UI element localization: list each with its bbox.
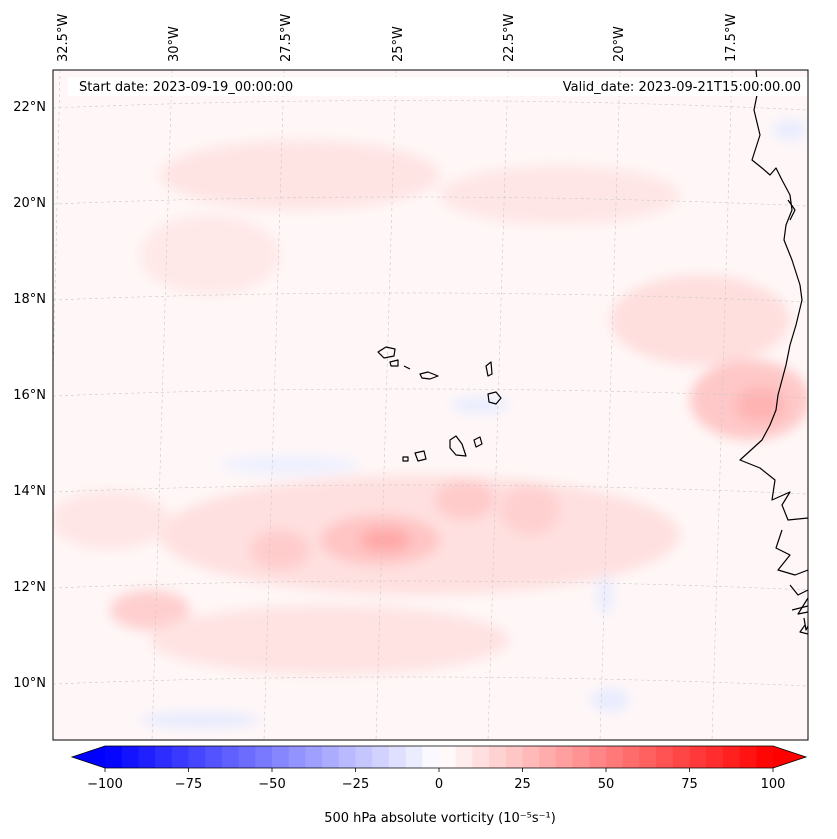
colorbar-segment: [639, 746, 657, 768]
colorbar-segment: [539, 746, 557, 768]
lon-label-25w: 25°W: [391, 26, 406, 62]
colorbar-segment: [221, 746, 240, 768]
colorbar-extend-max: [773, 746, 806, 768]
cape-verde-islands: [377, 346, 396, 359]
colorbar-tick-label: 75: [681, 777, 698, 792]
colorbar-segment: [739, 746, 757, 768]
colorbar-tick-label: 100: [761, 777, 786, 792]
header-strip: [68, 77, 808, 96]
colorbar-segment: [522, 746, 540, 768]
lat-label-18n: 18°N: [13, 292, 46, 307]
colorbar-tick-label: 0: [435, 777, 443, 792]
colorbar-tick-label: −75: [175, 777, 202, 792]
colorbar-tick-label: −25: [342, 777, 369, 792]
colorbar-segment: [255, 746, 273, 768]
coastlines: [377, 70, 808, 635]
colorbar-tick-label: 50: [598, 777, 615, 792]
colorbar-segment: [372, 746, 390, 768]
colorbar-segment: [572, 746, 590, 768]
latitude-labels: 22°N 20°N 18°N 16°N 14°N 12°N 10°N: [13, 100, 46, 691]
colorbar-segment: [455, 746, 473, 768]
colorbar-segment: [555, 746, 574, 768]
lat-label-10n: 10°N: [13, 676, 46, 691]
africa-coastline: [739, 70, 808, 521]
colorbar-segment: [672, 746, 690, 768]
colorbar-segment: [422, 746, 440, 768]
colorbar-tick-label: 25: [514, 777, 531, 792]
colorbar-segment: [472, 746, 490, 768]
colorbar-segment: [622, 746, 640, 768]
colorbar-segment: [155, 746, 173, 768]
lat-label-14n: 14°N: [13, 484, 46, 499]
colorbar: −100 −75 −50 −25 0 25 50 75 100 500 hPa absolute…: [70, 745, 808, 826]
lat-label-12n: 12°N: [13, 580, 46, 595]
lat-label-22n: 22°N: [13, 100, 46, 115]
lon-label-30w: 30°W: [167, 26, 182, 62]
colorbar-segment: [272, 746, 290, 768]
colorbar-tick-label: −50: [258, 777, 285, 792]
map-panel: [53, 70, 808, 740]
lon-label-17.5w: 17.5°W: [724, 14, 739, 62]
colorbar-segment: [756, 746, 774, 768]
colorbar-tick-label: −100: [87, 777, 123, 792]
vorticity-field: [53, 120, 808, 728]
colorbar-segments: [105, 746, 774, 768]
colorbar-segment: [338, 746, 356, 768]
colorbar-segment: [355, 746, 373, 768]
colorbar-segment: [388, 746, 407, 768]
colorbar-segment: [322, 746, 340, 768]
colorbar-segment: [405, 746, 423, 768]
colorbar-segment: [205, 746, 223, 768]
colorbar-segment: [288, 746, 306, 768]
colorbar-segment: [589, 746, 607, 768]
lon-label-20w: 20°W: [612, 26, 627, 62]
colorbar-segment: [606, 746, 624, 768]
colorbar-ticks: −100 −75 −50 −25 0 25 50 75 100: [87, 768, 785, 792]
lon-label-22.5w: 22.5°W: [502, 14, 517, 62]
colorbar-segment: [689, 746, 707, 768]
colorbar-segment: [105, 746, 123, 768]
colorbar-segment: [656, 746, 674, 768]
colorbar-segment: [439, 746, 457, 768]
valid-date-label: Valid_date: 2023-09-21T15:00:00.00: [563, 80, 801, 95]
colorbar-segment: [722, 746, 741, 768]
lon-label-27.5w: 27.5°W: [279, 14, 294, 62]
colorbar-label: 500 hPa absolute vorticity (10⁻⁵s⁻¹): [324, 811, 556, 826]
lat-label-20n: 20°N: [13, 196, 46, 211]
longitude-labels: 32.5°W 30°W 27.5°W 25°W 22.5°W 20°W 17.5…: [56, 14, 739, 62]
colorbar-segment: [505, 746, 523, 768]
graticule: [53, 70, 808, 740]
colorbar-extend-min: [72, 746, 105, 768]
colorbar-segment: [706, 746, 724, 768]
start-date-label: Start date: 2023-09-19_00:00:00: [79, 80, 293, 95]
colorbar-segment: [171, 746, 189, 768]
colorbar-segment: [489, 746, 507, 768]
lon-label-32.5w: 32.5°W: [56, 14, 71, 62]
colorbar-segment: [188, 746, 206, 768]
colorbar-segment: [238, 746, 256, 768]
colorbar-segment: [121, 746, 139, 768]
colorbar-segment: [305, 746, 323, 768]
map-frame: [52, 69, 809, 741]
lat-label-16n: 16°N: [13, 388, 46, 403]
colorbar-segment: [138, 746, 156, 768]
